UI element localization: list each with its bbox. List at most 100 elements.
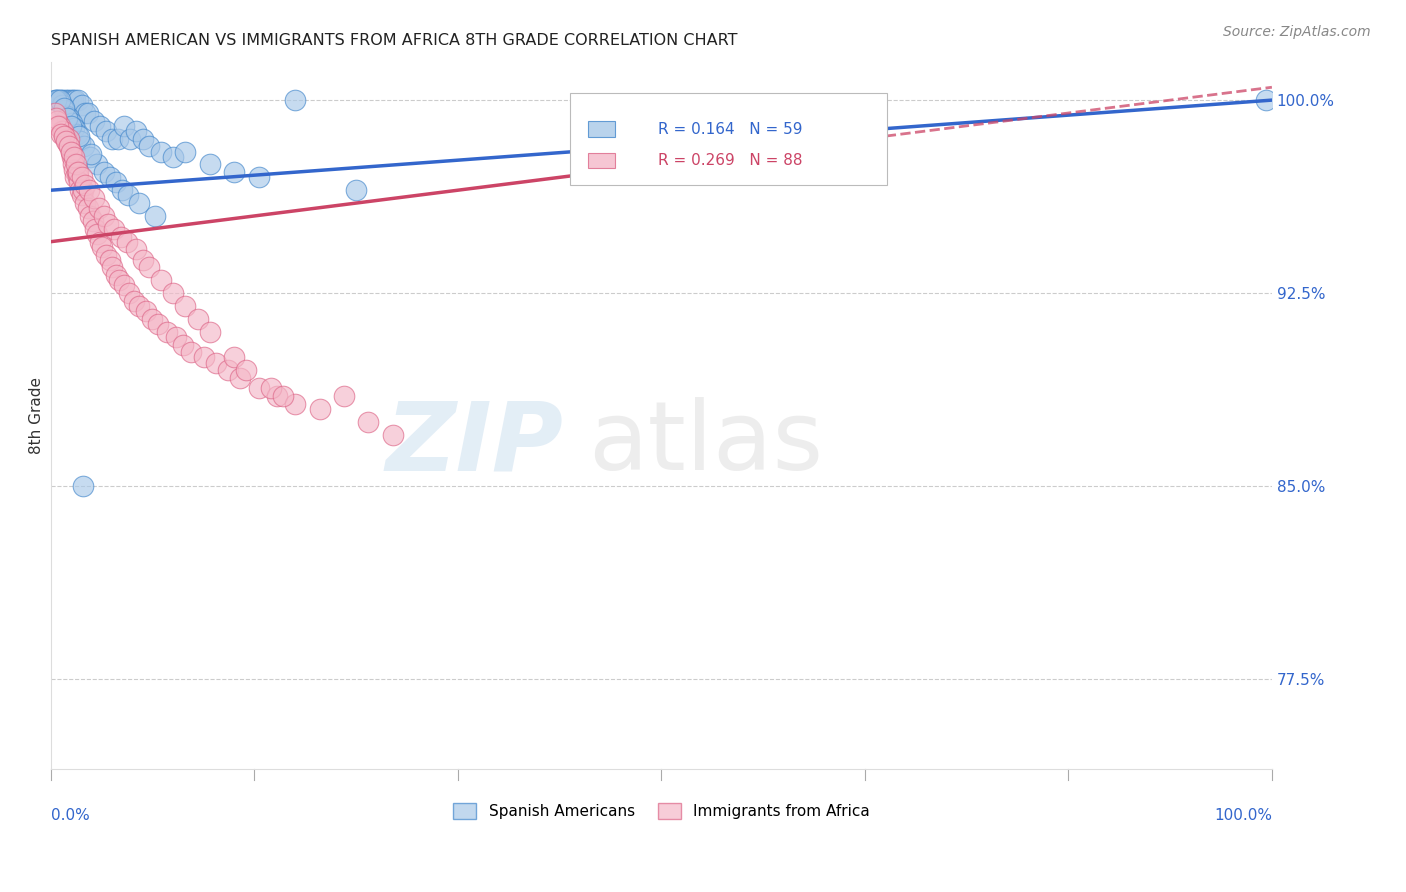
Point: [89, 235, 111, 249]
Point: [55, 132, 77, 146]
Point: [149, 273, 172, 287]
Point: [52, 129, 75, 144]
FancyBboxPatch shape: [569, 94, 887, 186]
Point: [110, 229, 132, 244]
Point: [115, 235, 138, 249]
Point: [117, 188, 139, 202]
Point: [247, 381, 270, 395]
Point: [162, 150, 184, 164]
Point: [112, 278, 135, 293]
Point: [111, 183, 134, 197]
Point: [284, 397, 307, 411]
Point: [103, 222, 125, 236]
Point: [45, 93, 67, 107]
Point: [58, 139, 80, 153]
Point: [73, 178, 96, 192]
Point: [180, 345, 202, 359]
Point: [46, 113, 69, 128]
Point: [72, 183, 94, 197]
Point: [1254, 93, 1277, 107]
Point: [120, 132, 142, 146]
Point: [56, 134, 79, 148]
Y-axis label: 8th Grade: 8th Grade: [30, 377, 44, 454]
Text: 100.0%: 100.0%: [1213, 808, 1272, 823]
Point: [49, 127, 72, 141]
Point: [271, 389, 294, 403]
Point: [49, 93, 72, 107]
Point: [66, 170, 89, 185]
Point: [162, 286, 184, 301]
Text: 0.0%: 0.0%: [51, 808, 90, 823]
Point: [86, 227, 108, 241]
Point: [66, 165, 89, 179]
Point: [45, 111, 67, 125]
Point: [125, 124, 148, 138]
Point: [82, 214, 104, 228]
Point: [65, 93, 87, 107]
Point: [94, 247, 117, 261]
Point: [217, 363, 239, 377]
Point: [72, 479, 94, 493]
Point: [70, 98, 93, 112]
Point: [46, 93, 69, 107]
Point: [381, 427, 404, 442]
Point: [79, 150, 101, 164]
Point: [56, 111, 79, 125]
Point: [70, 170, 93, 185]
Point: [87, 201, 110, 215]
Legend: Spanish Americans, Immigrants from Africa: Spanish Americans, Immigrants from Afric…: [447, 797, 876, 825]
Point: [48, 93, 70, 107]
Point: [62, 150, 84, 164]
Point: [224, 351, 246, 365]
Point: [65, 170, 87, 185]
Point: [86, 157, 108, 171]
Point: [60, 145, 83, 159]
Point: [198, 157, 221, 171]
Point: [333, 389, 356, 403]
Point: [101, 132, 124, 146]
Point: [46, 119, 69, 133]
Point: [63, 121, 86, 136]
Point: [229, 371, 252, 385]
Point: [55, 93, 77, 107]
Point: [65, 157, 87, 171]
Point: [205, 356, 228, 370]
Point: [55, 134, 77, 148]
Point: [284, 93, 307, 107]
Point: [48, 119, 70, 133]
Text: SPANISH AMERICAN VS IMMIGRANTS FROM AFRICA 8TH GRADE CORRELATION CHART: SPANISH AMERICAN VS IMMIGRANTS FROM AFRI…: [51, 33, 738, 48]
Point: [308, 401, 330, 416]
Point: [53, 129, 76, 144]
Point: [53, 103, 76, 118]
Point: [75, 106, 97, 120]
Point: [128, 299, 150, 313]
Point: [62, 93, 84, 107]
Point: [51, 98, 73, 112]
Point: [165, 330, 187, 344]
Point: [135, 304, 157, 318]
Point: [174, 145, 197, 159]
Point: [104, 268, 127, 282]
Point: [118, 286, 141, 301]
Point: [67, 176, 90, 190]
Point: [131, 132, 153, 146]
Point: [60, 116, 83, 130]
Point: [93, 209, 115, 223]
Point: [125, 243, 148, 257]
Point: [83, 113, 105, 128]
Point: [76, 201, 98, 215]
Point: [128, 196, 150, 211]
FancyBboxPatch shape: [588, 153, 614, 169]
Point: [149, 145, 172, 159]
Point: [44, 106, 66, 120]
Point: [75, 196, 97, 211]
Point: [63, 162, 86, 177]
Point: [357, 415, 380, 429]
Point: [122, 293, 145, 308]
Point: [93, 165, 115, 179]
FancyBboxPatch shape: [588, 121, 614, 137]
Point: [46, 93, 69, 107]
Point: [107, 132, 129, 146]
Point: [193, 351, 215, 365]
Point: [83, 191, 105, 205]
